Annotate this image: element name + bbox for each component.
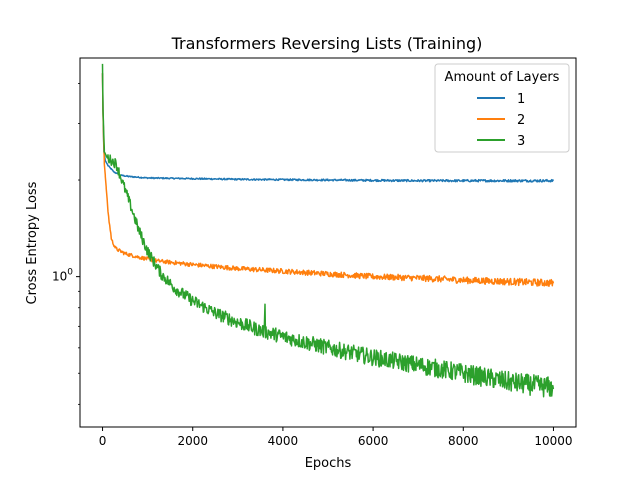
x-axis: 0 2000 4000 6000 8000 10000 bbox=[99, 427, 573, 448]
x-tick-label: 4000 bbox=[268, 434, 299, 448]
legend-entries: 1 2 3 bbox=[477, 92, 525, 149]
y-axis-label: Cross Entropy Loss bbox=[25, 181, 40, 304]
legend-title: Amount of Layers bbox=[445, 70, 560, 85]
x-axis-label: Epochs bbox=[305, 456, 352, 471]
x-tick-label: 0 bbox=[99, 434, 107, 448]
legend-box bbox=[434, 63, 570, 153]
series-lines bbox=[101, 63, 555, 398]
series-line-1 bbox=[101, 73, 555, 183]
legend-label-3: 3 bbox=[517, 134, 525, 149]
series-line-3 bbox=[101, 63, 555, 398]
series-line-2 bbox=[101, 73, 555, 287]
chart-title: Transformers Reversing Lists (Training) bbox=[171, 34, 483, 53]
plot-frame bbox=[79, 57, 577, 428]
y-tick-label: 100 bbox=[52, 268, 73, 284]
legend-label-1: 1 bbox=[517, 92, 525, 107]
x-tick-label: 2000 bbox=[177, 434, 208, 448]
x-tick-label: 10000 bbox=[534, 434, 572, 448]
x-tick-label: 6000 bbox=[358, 434, 389, 448]
x-tick-label: 8000 bbox=[448, 434, 479, 448]
legend: Amount of Layers 1 2 3 bbox=[434, 63, 570, 153]
y-axis: 100 bbox=[52, 83, 80, 405]
legend-label-2: 2 bbox=[517, 113, 525, 128]
